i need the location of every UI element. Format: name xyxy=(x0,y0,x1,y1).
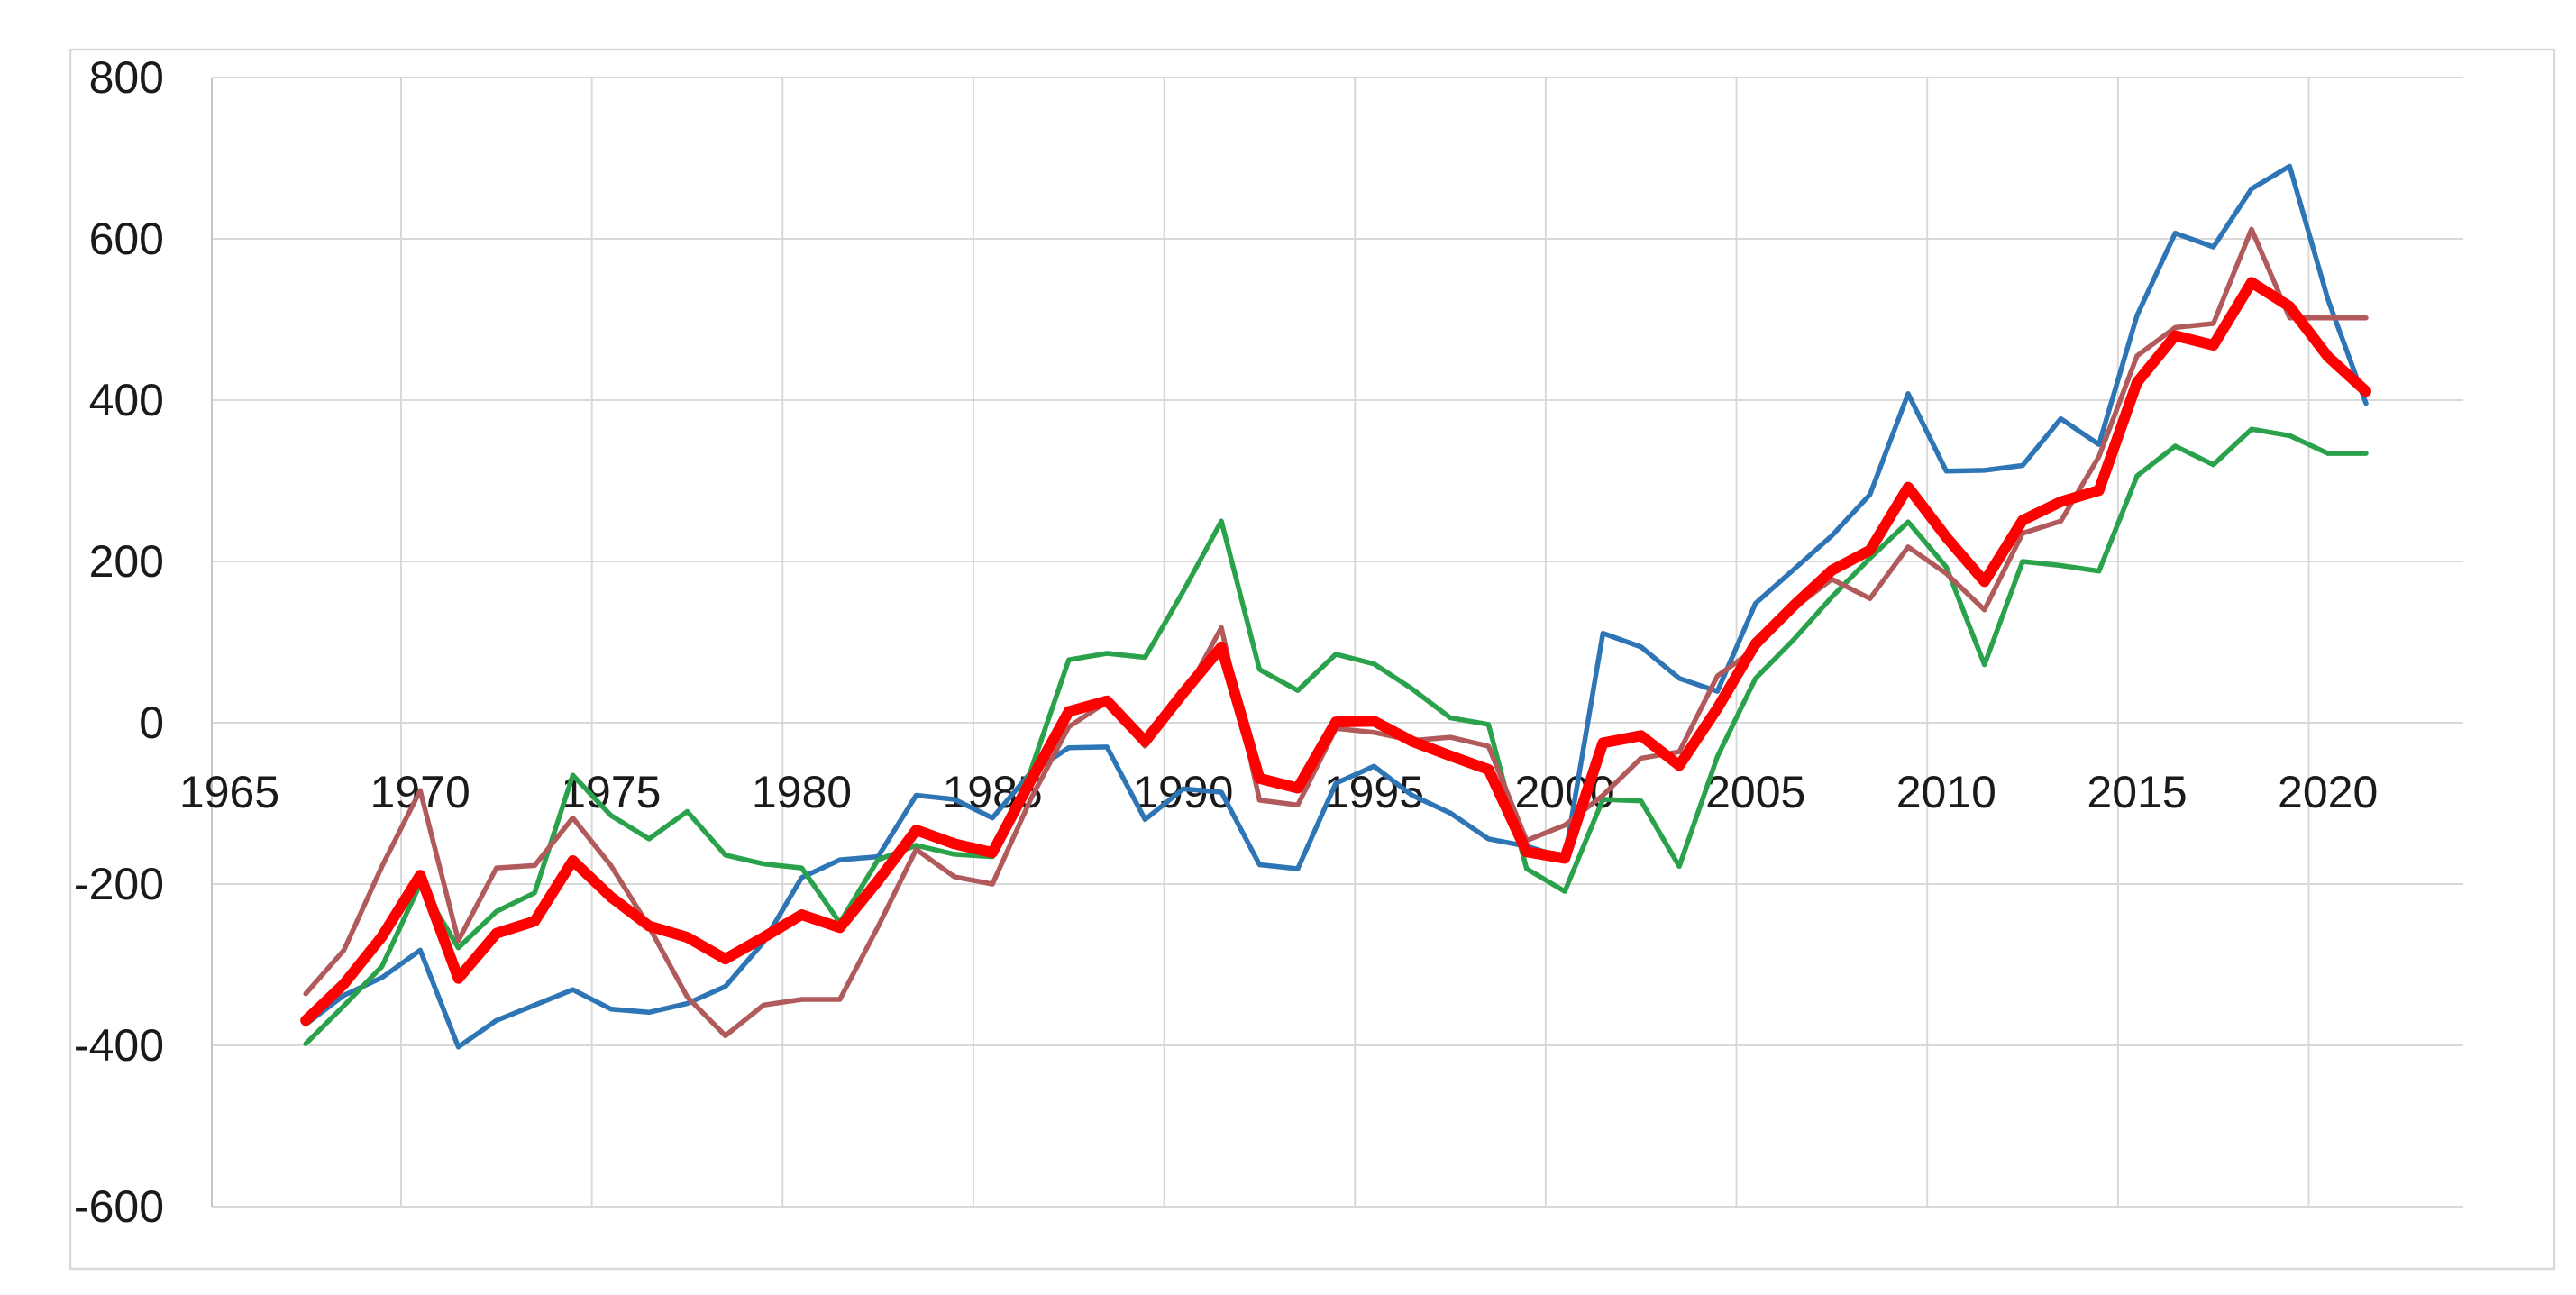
x-axis-label: 1965 xyxy=(179,767,279,817)
y-axis-label: 800 xyxy=(89,52,164,103)
y-axis-label: 600 xyxy=(89,214,164,264)
y-axis-label: 0 xyxy=(139,698,164,748)
series-lines xyxy=(300,163,2371,1050)
series-green-line xyxy=(303,426,2369,1046)
x-axis-label: 1975 xyxy=(561,767,661,817)
y-axis-label: 400 xyxy=(89,375,164,425)
y-axis-label: -200 xyxy=(74,859,164,909)
x-axis-label: 2010 xyxy=(1896,767,1996,817)
y-axis-label: 200 xyxy=(89,536,164,587)
x-axis-label: 2005 xyxy=(1705,767,1805,817)
x-axis-label: 2015 xyxy=(2087,767,2187,817)
series-red-thick-mean-line xyxy=(300,277,2371,1026)
chart-border xyxy=(69,48,2556,1271)
x-axis-label: 1980 xyxy=(752,767,852,817)
gridlines xyxy=(211,77,2463,1208)
y-axis-labels: 800 600 400 200 0 -200 -400 -600 xyxy=(74,52,164,1232)
series-blue-line xyxy=(303,163,2369,1050)
y-axis-label: -400 xyxy=(74,1020,164,1071)
x-axis-label: 2020 xyxy=(2278,767,2378,817)
y-axis-label: -600 xyxy=(74,1181,164,1232)
